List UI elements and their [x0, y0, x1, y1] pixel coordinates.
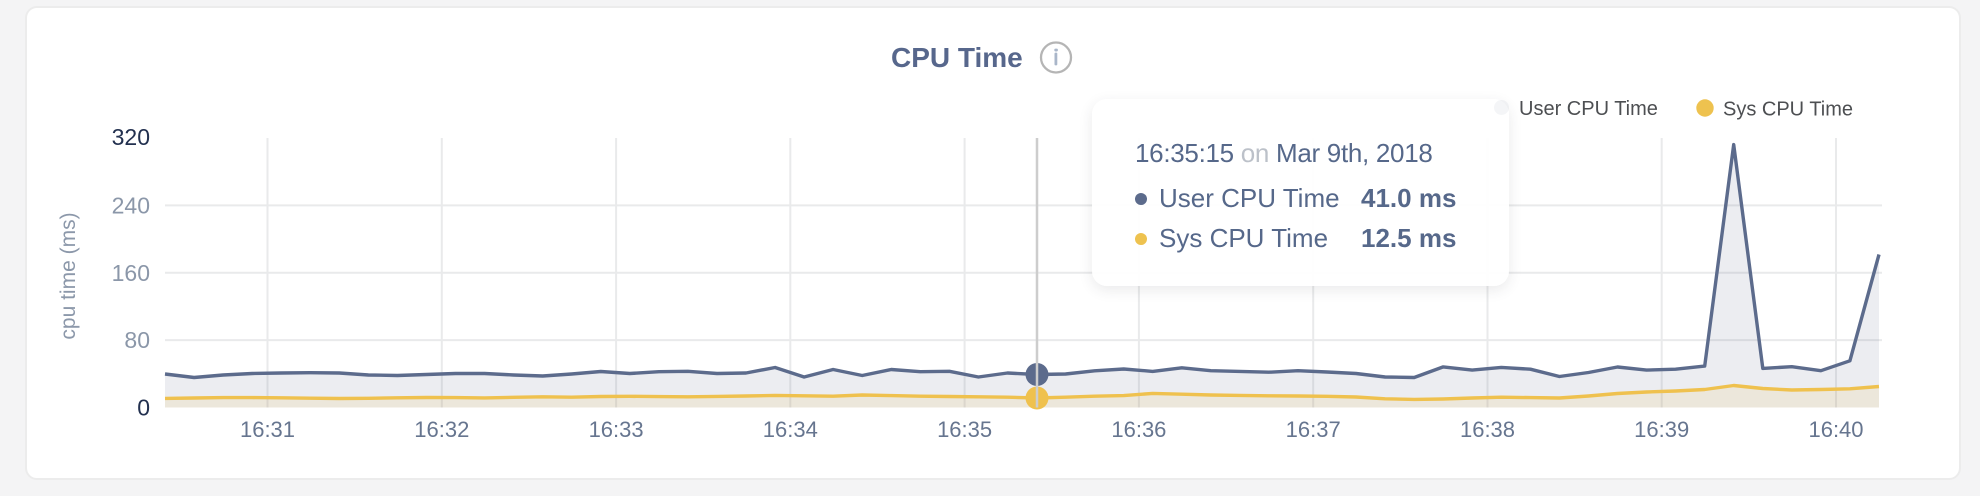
svg-text:80: 80 [124, 327, 150, 353]
svg-text:16:31: 16:31 [240, 417, 295, 442]
svg-text:16:34: 16:34 [763, 417, 818, 442]
svg-text:320: 320 [112, 124, 150, 150]
svg-text:16:38: 16:38 [1460, 417, 1515, 442]
svg-text:16:36: 16:36 [1111, 417, 1166, 442]
svg-text:0: 0 [137, 395, 150, 421]
svg-text:Sys CPU Time: Sys CPU Time [1723, 99, 1853, 121]
svg-text:16:32: 16:32 [414, 417, 469, 442]
svg-text:16:40: 16:40 [1808, 417, 1863, 442]
svg-text:16:35: 16:35 [937, 417, 992, 442]
svg-text:User CPU Time: User CPU Time [1519, 98, 1658, 120]
svg-text:16:39: 16:39 [1634, 417, 1689, 442]
svg-text:16:33: 16:33 [589, 417, 644, 442]
svg-text:160: 160 [112, 260, 150, 286]
svg-text:240: 240 [112, 193, 150, 219]
svg-text:16:37: 16:37 [1286, 417, 1341, 442]
